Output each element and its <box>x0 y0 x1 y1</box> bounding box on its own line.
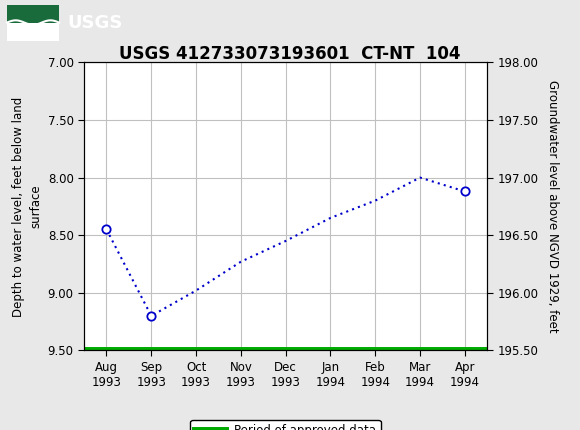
FancyBboxPatch shape <box>7 4 59 41</box>
FancyBboxPatch shape <box>7 4 59 22</box>
Y-axis label: Groundwater level above NGVD 1929, feet: Groundwater level above NGVD 1929, feet <box>546 80 559 333</box>
Legend: Period of approved data: Period of approved data <box>190 420 381 430</box>
Text: USGS: USGS <box>68 14 123 31</box>
Text: USGS 412733073193601  CT-NT  104: USGS 412733073193601 CT-NT 104 <box>119 45 461 63</box>
Y-axis label: Depth to water level, feet below land
surface: Depth to water level, feet below land su… <box>12 96 42 316</box>
